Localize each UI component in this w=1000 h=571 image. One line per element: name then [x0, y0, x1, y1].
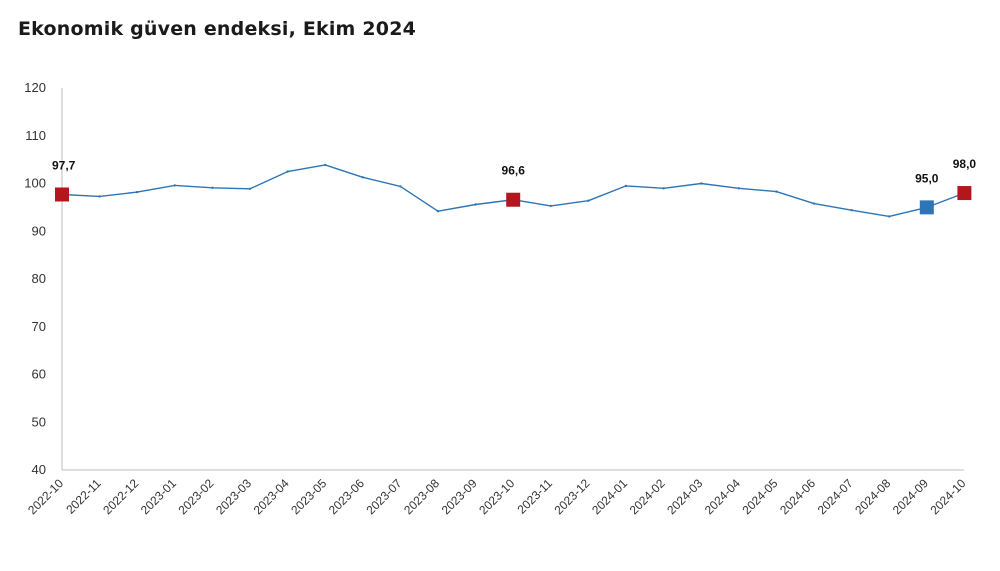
data-label: 98,0	[953, 157, 977, 171]
data-point	[286, 170, 289, 173]
y-axis: 40 50 60 70 80 90 100 110 120	[24, 80, 63, 477]
data-label: 96,6	[502, 164, 526, 178]
x-tick-label: 2024-01	[589, 476, 630, 517]
y-tick-label: 120	[24, 80, 46, 95]
y-tick-label: 60	[32, 367, 46, 382]
y-tick-label: 50	[32, 414, 46, 429]
x-tick-label: 2024-06	[777, 476, 818, 517]
x-tick-label: 2023-03	[213, 476, 254, 517]
data-label: 97,7	[52, 158, 76, 172]
data-point	[248, 187, 252, 190]
x-tick-label: 2023-12	[551, 476, 592, 517]
x-tick-label: 2024-07	[815, 476, 856, 517]
data-point	[624, 184, 628, 188]
x-tick-label: 2022-10	[25, 476, 66, 517]
x-tick-label: 2022-11	[63, 476, 104, 517]
data-point	[662, 187, 665, 190]
data-point	[436, 210, 440, 213]
x-tick-label: 2023-02	[175, 476, 216, 517]
x-tick-label: 2024-04	[702, 476, 743, 517]
data-label: 95,0	[915, 171, 939, 185]
data-point	[700, 182, 703, 185]
x-tick-label: 2023-11	[515, 476, 556, 517]
x-tick-label: 2023-09	[439, 476, 480, 517]
x-tick-label: 2023-06	[326, 476, 367, 517]
data-point	[587, 199, 590, 202]
y-tick-label: 70	[32, 319, 46, 334]
data-point	[812, 202, 816, 205]
data-point	[98, 195, 101, 198]
data-point	[399, 185, 402, 188]
y-tick-label: 90	[32, 223, 46, 238]
x-tick-label: 2023-05	[288, 476, 329, 517]
data-point	[850, 209, 853, 212]
highlight-marker	[55, 187, 69, 202]
highlight-marker	[957, 186, 972, 201]
data-point	[737, 187, 740, 190]
data-point	[549, 204, 552, 208]
data-point	[211, 186, 214, 189]
x-tick-label: 2023-08	[401, 476, 442, 517]
x-tick-label: 2024-03	[664, 476, 705, 517]
data-point	[361, 176, 364, 179]
y-tick-label: 100	[24, 176, 46, 191]
x-tick-label: 2022-12	[100, 476, 141, 517]
data-point	[173, 184, 176, 187]
data-point	[136, 190, 139, 194]
x-tick-label: 2023-10	[476, 476, 517, 517]
data-point	[775, 190, 778, 193]
chart-title: Ekonomik güven endeksi, Ekim 2024	[18, 18, 417, 40]
x-tick-label: 2024-10	[927, 476, 968, 517]
highlight-marker	[919, 200, 934, 215]
highlight-marker	[506, 192, 521, 207]
y-tick-label: 110	[25, 128, 46, 143]
x-tick-label: 2023-07	[363, 476, 404, 517]
marker-layer: 97,7 96,6 95,0 98,0	[52, 157, 977, 215]
data-point	[324, 163, 327, 167]
data-point	[474, 203, 477, 206]
x-tick-label: 2023-01	[138, 476, 179, 517]
x-axis: 2022-102022-112022-122023-012023-022023-…	[25, 469, 969, 517]
x-tick-label: 2023-04	[251, 476, 292, 517]
y-tick-label: 40	[32, 462, 46, 477]
x-tick-label: 2024-08	[852, 476, 893, 517]
data-point	[888, 215, 891, 218]
x-tick-label: 2024-02	[627, 476, 668, 517]
y-tick-label: 80	[32, 271, 46, 286]
x-tick-label: 2024-09	[890, 476, 931, 517]
x-tick-label: 2024-05	[739, 476, 780, 517]
